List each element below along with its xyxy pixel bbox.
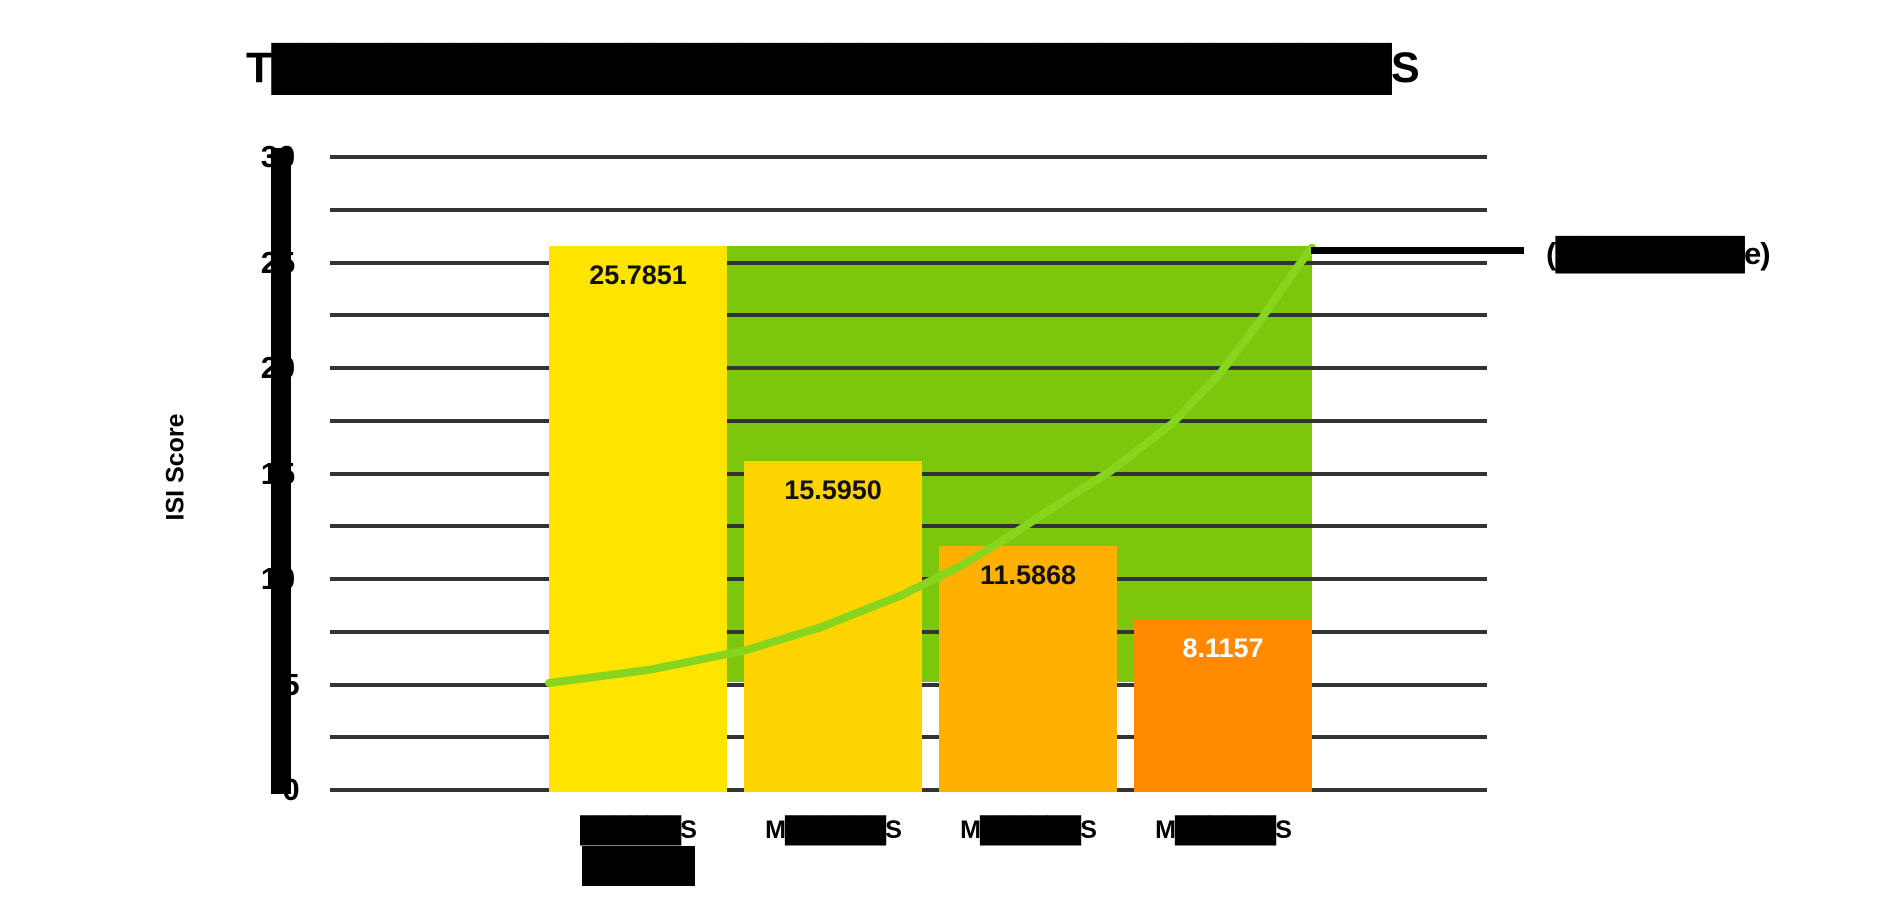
x-axis-label: ██████S <box>580 816 697 844</box>
gridline <box>330 313 1487 318</box>
y-axis-title: ISI Score <box>161 413 190 521</box>
chart-title: T██████████████████████████████████████S <box>246 44 1420 92</box>
legend-leader-line <box>1311 247 1524 254</box>
x-axis-label: █████ <box>582 846 695 883</box>
bar-value-label: 15.5950 <box>784 474 882 505</box>
bar <box>549 245 727 792</box>
bar-value-label: 25.7851 <box>589 259 687 290</box>
bar-value-label: 8.1157 <box>1182 632 1264 663</box>
y-axis-line <box>271 148 291 794</box>
x-axis-label: M██████S <box>765 816 902 844</box>
gridline <box>330 207 1487 212</box>
legend-label: (█████████e) <box>1546 236 1771 271</box>
bar <box>744 460 922 792</box>
gridline <box>330 155 1487 159</box>
gridline <box>330 418 1487 423</box>
x-axis-label: M██████S <box>960 816 1097 844</box>
gridline <box>330 366 1487 370</box>
bar-value-label: 11.5868 <box>979 559 1077 590</box>
x-axis-label: M██████S <box>1155 816 1292 844</box>
gridline <box>330 260 1487 265</box>
